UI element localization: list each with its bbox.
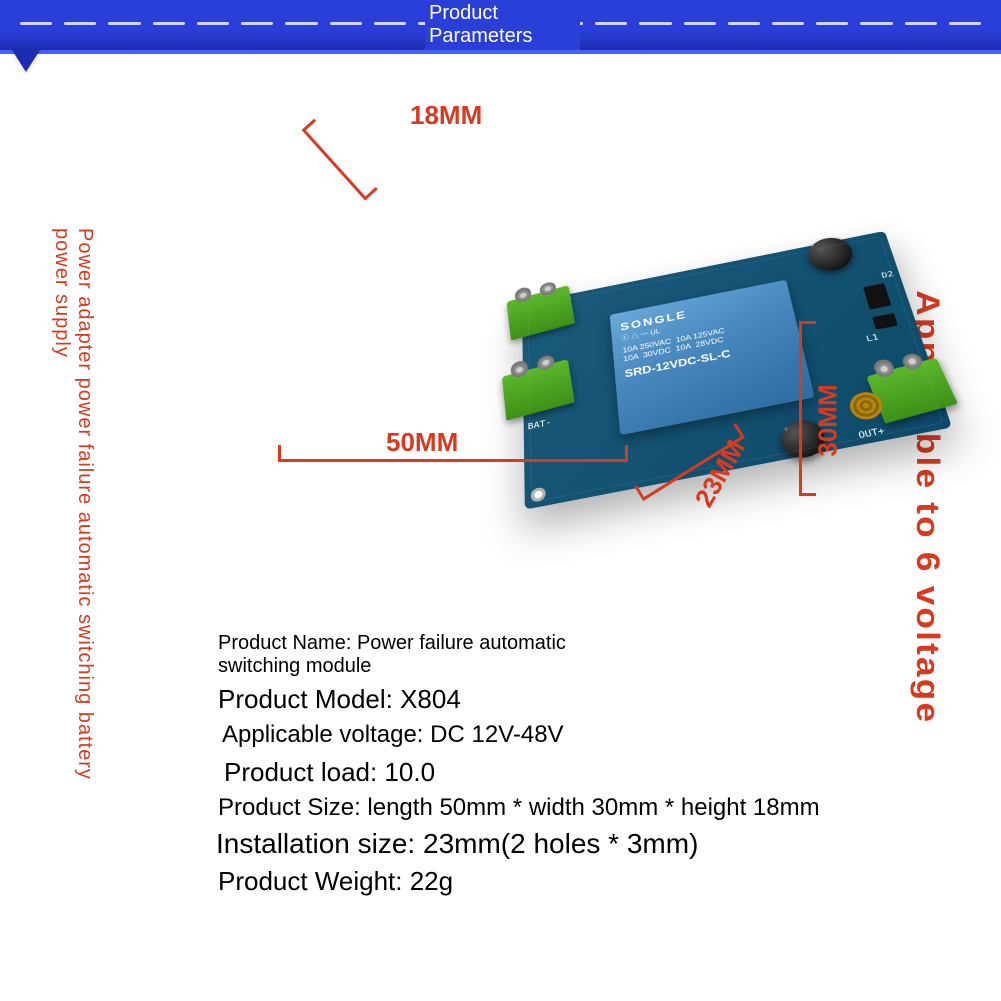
spec-load: Product load: 10.0 xyxy=(224,757,820,788)
spec-voltage: Applicable voltage: DC 12V-48V xyxy=(222,721,820,749)
smd-chip-icon xyxy=(872,313,898,330)
smd-chip-icon xyxy=(863,283,891,310)
screw-icon xyxy=(514,287,531,303)
silk-label: L1 xyxy=(865,333,880,344)
screw-icon xyxy=(510,361,529,379)
left-vertical-caption: Power adapter power failure automatic sw… xyxy=(50,228,96,828)
inductor-icon xyxy=(847,390,886,423)
relay-brand: SONGLE xyxy=(620,289,782,334)
silk-label: OUT+ xyxy=(857,426,886,441)
screw-icon xyxy=(900,352,924,371)
product-figure: SONGLE ⓒ △ 〰 UL 10A 250VAC 10A 125VAC 10… xyxy=(218,70,838,625)
header-title: Product Parame­ters xyxy=(425,0,580,50)
spec-install: Installation size: 23mm(2 holes * 3mm) xyxy=(216,828,820,860)
screw-icon xyxy=(539,281,557,297)
screw-terminal xyxy=(502,359,575,421)
silk-label: D2 xyxy=(880,270,894,280)
silk-label: BAT- xyxy=(528,418,552,432)
header-tail-icon xyxy=(12,50,40,72)
capacitor-icon xyxy=(805,234,857,274)
dimension-label-length: 50MM xyxy=(386,427,458,458)
spec-weight: Product Weight: 22g xyxy=(218,866,820,897)
dimension-label-height: 18MM xyxy=(410,100,482,131)
mounting-hole-icon xyxy=(531,487,546,503)
relay-ratings: 10A 250VAC 10A 125VAC 10A 30VDC 10A 28VD… xyxy=(622,314,788,364)
dimension-bracket xyxy=(799,321,811,496)
spec-name: Product Name: Power failure automatic sw… xyxy=(218,632,623,678)
spec-model: Product Model: X804 xyxy=(218,684,820,715)
header-bar: Product Parame­ters xyxy=(0,0,1001,54)
dimension-label-width: 30MM xyxy=(813,384,844,456)
screw-icon xyxy=(536,354,555,372)
screw-icon xyxy=(872,359,896,379)
spec-block: Product Name: Power failure automatic sw… xyxy=(218,632,820,903)
relay-component: SONGLE ⓒ △ 〰 UL 10A 250VAC 10A 125VAC 10… xyxy=(610,280,815,435)
spec-size: Product Size: length 50mm * width 30mm *… xyxy=(218,794,820,822)
relay-model: SRD-12VDC-SL-C xyxy=(624,335,792,381)
screw-terminal xyxy=(507,285,575,340)
mounting-hole-icon xyxy=(527,304,540,316)
